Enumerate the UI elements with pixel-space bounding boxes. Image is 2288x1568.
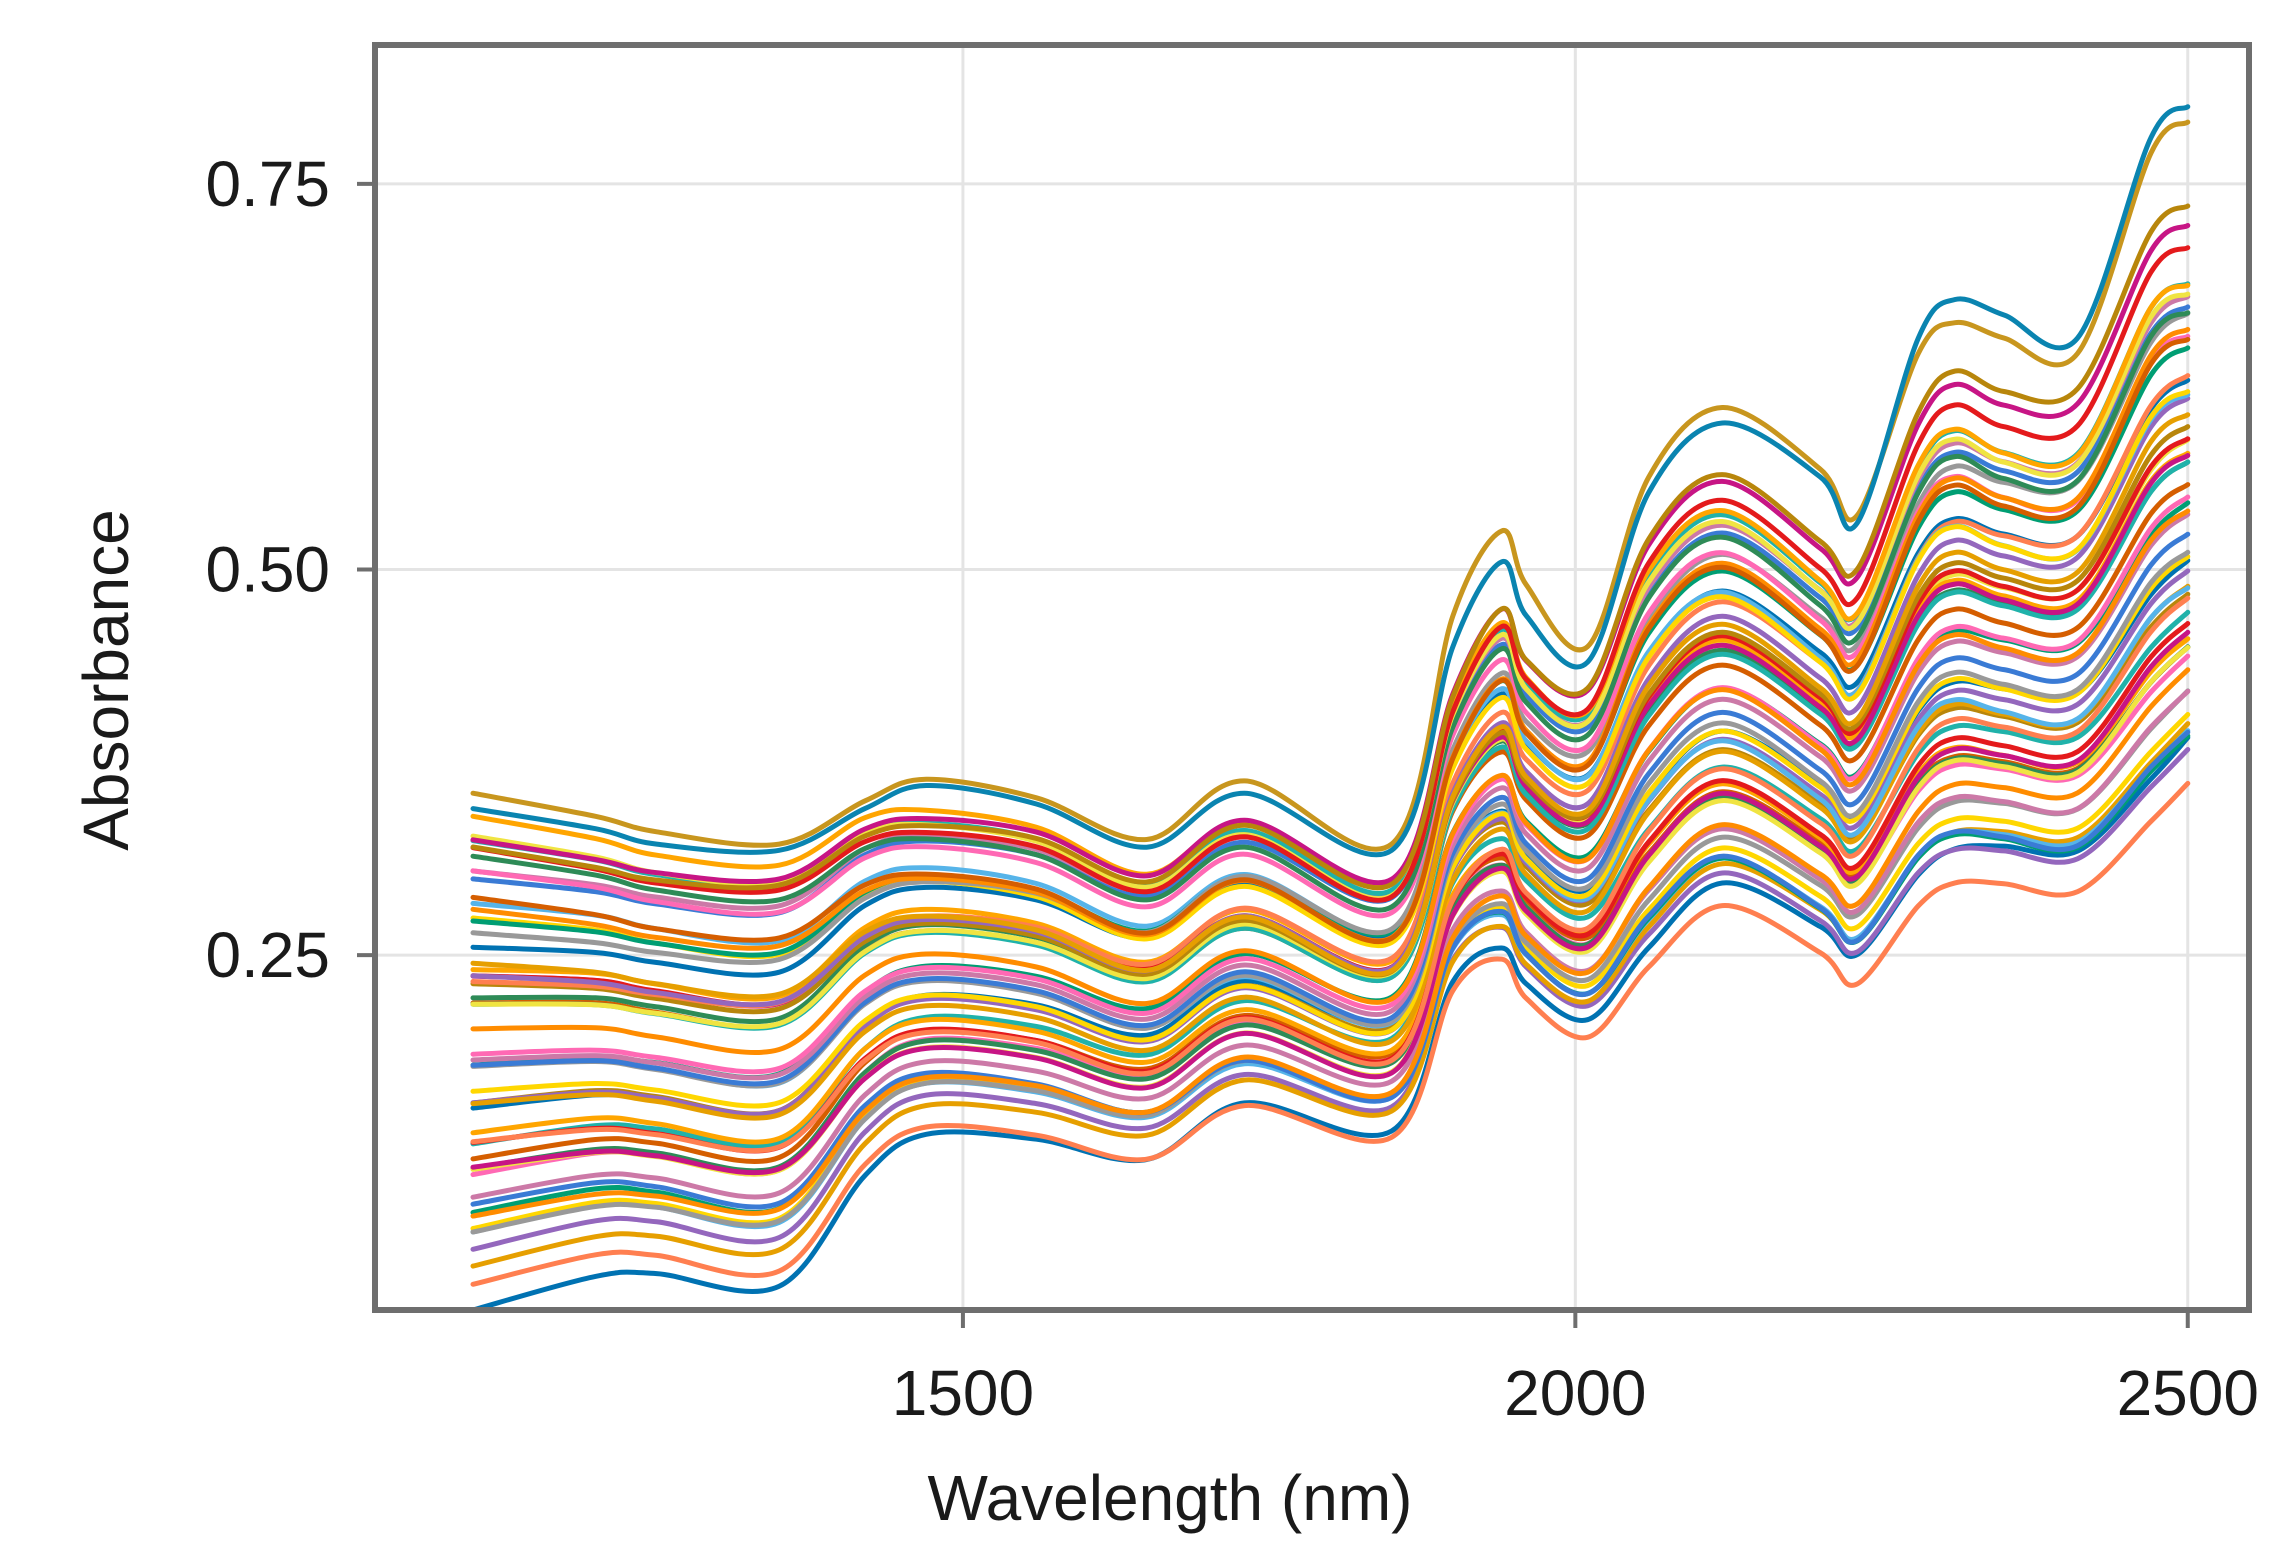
spectrum-line [470, 554, 2191, 1109]
plot-frame [372, 42, 2252, 1313]
spectrum-line [470, 583, 2191, 1121]
spectrum-line [470, 568, 2191, 1117]
y-tick-label: 0.50 [205, 534, 330, 606]
x-tick-label: 1500 [892, 1357, 1034, 1429]
spectrum-line [470, 508, 2191, 1055]
spectrum-line [470, 412, 2191, 1000]
spectrum-line [470, 311, 2191, 966]
spectrum-line [470, 667, 2191, 1219]
x-axis-title: Wavelength (nm) [928, 1462, 1413, 1534]
y-tick-label: 0.75 [205, 148, 330, 220]
series-layer [470, 104, 2191, 1313]
spectrum-line [470, 729, 2191, 1210]
spectrum-line [470, 424, 2191, 1015]
spectrum-line [470, 395, 2191, 1008]
spectrum-line [470, 531, 2191, 1087]
spectrum-line [470, 291, 2191, 902]
spectrum-line [470, 282, 2191, 890]
spectrum-line [470, 780, 2191, 1287]
spectrum-line-spectrum-1 [470, 119, 2191, 852]
x-tick-label: 2000 [1504, 1357, 1646, 1429]
x-tick-label: 2500 [2117, 1357, 2259, 1429]
spectrum-line [470, 688, 2191, 1200]
spectrum-line [470, 629, 2191, 1176]
spectrum-line [470, 511, 2191, 1081]
spectrum-line [470, 336, 2191, 944]
spectrum-line [470, 595, 2191, 1154]
tick-layer: 1500 2000 2500 0.25 0.50 0.75 [205, 148, 2259, 1429]
spectrum-line [470, 245, 2191, 903]
spectrum-line [470, 310, 2191, 913]
spectrum-line [470, 688, 2191, 1235]
spectrum-line [470, 203, 2191, 891]
spectrum-line-spectrum-2 [470, 104, 2191, 858]
spectrum-line [470, 494, 2191, 1075]
y-tick-label: 0.25 [205, 919, 330, 991]
y-axis-title: Absorbance [70, 509, 142, 851]
spectrum-line [470, 377, 2191, 978]
